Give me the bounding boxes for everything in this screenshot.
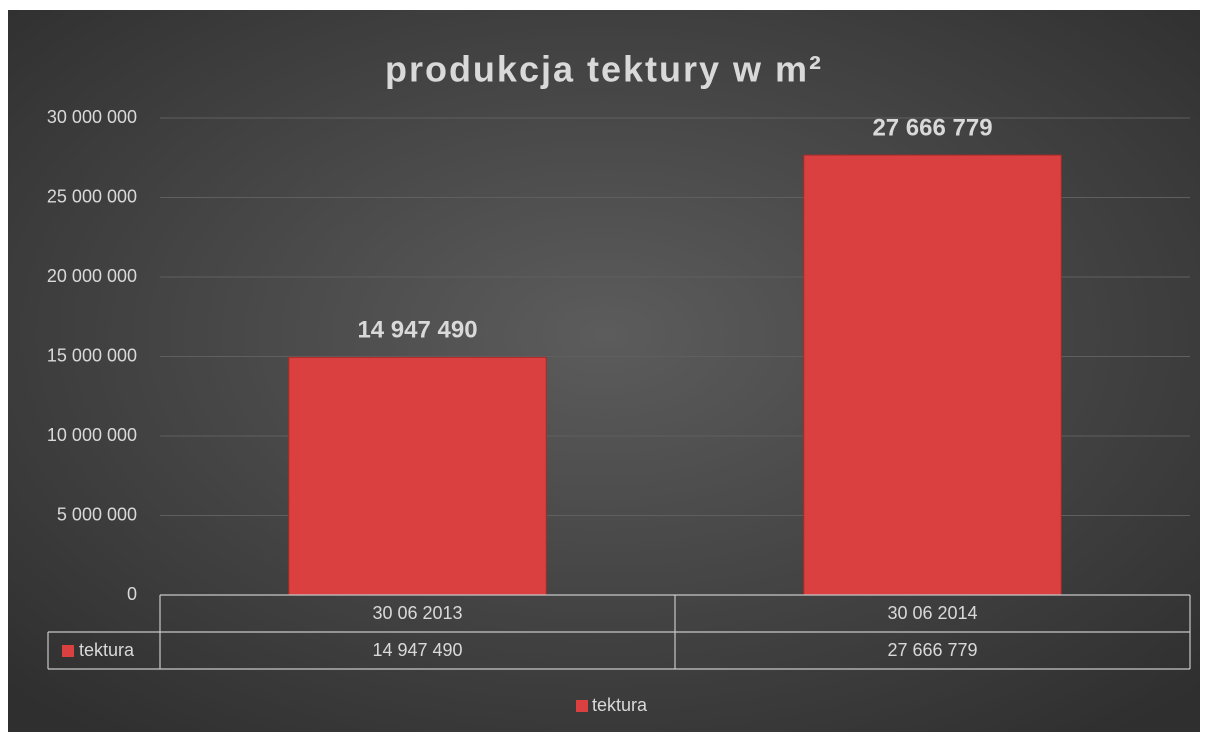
legend-label: tektura: [592, 695, 648, 715]
table-value: 14 947 490: [372, 640, 462, 660]
y-tick-label: 5 000 000: [57, 504, 137, 524]
y-tick-label: 20 000 000: [47, 266, 137, 286]
y-tick-label: 30 000 000: [47, 107, 137, 127]
x-tick-label: 30 06 2013: [372, 603, 462, 623]
data-label: 14 947 490: [357, 317, 477, 344]
y-tick-label: 10 000 000: [47, 425, 137, 445]
table-legend-key: [62, 645, 74, 657]
bar: [288, 356, 547, 596]
legend-key: [576, 700, 588, 712]
table-value: 27 666 779: [887, 640, 977, 660]
chart-title: produkcja tektury w m²: [385, 49, 823, 90]
data-label: 27 666 779: [872, 114, 992, 141]
y-tick-label: 15 000 000: [47, 345, 137, 365]
y-tick-label: 0: [127, 584, 137, 604]
bar: [803, 154, 1062, 596]
table-series-name: tektura: [79, 640, 135, 660]
x-tick-label: 30 06 2014: [887, 603, 977, 623]
y-tick-label: 25 000 000: [47, 186, 137, 206]
